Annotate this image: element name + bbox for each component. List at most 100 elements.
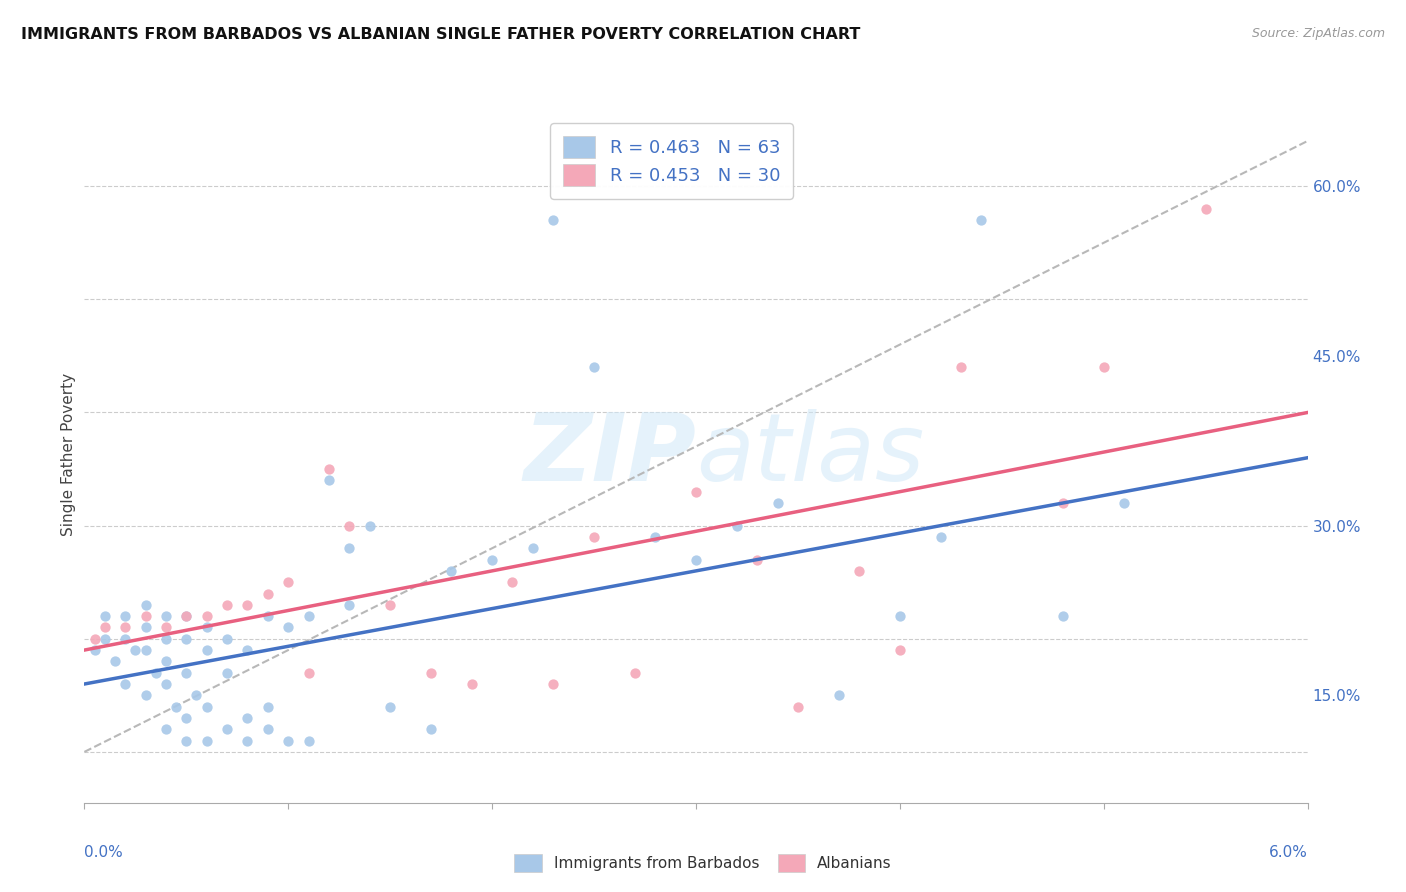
- Point: [828, 689, 851, 703]
- Point: [725, 518, 748, 533]
- Legend: Immigrants from Barbados, Albanians: Immigrants from Barbados, Albanians: [506, 846, 900, 880]
- Text: Source: ZipAtlas.com: Source: ZipAtlas.com: [1251, 27, 1385, 40]
- Point: [257, 723, 280, 737]
- Point: [195, 620, 218, 634]
- Point: [685, 484, 707, 499]
- Point: [83, 643, 105, 657]
- Point: [461, 677, 484, 691]
- Point: [176, 711, 198, 725]
- Point: [155, 632, 177, 646]
- Point: [277, 575, 299, 590]
- Point: [135, 643, 157, 657]
- Point: [685, 552, 707, 566]
- Point: [1195, 202, 1218, 216]
- Point: [522, 541, 544, 556]
- Point: [502, 575, 524, 590]
- Point: [889, 609, 911, 624]
- Point: [359, 518, 381, 533]
- Point: [195, 609, 218, 624]
- Point: [176, 609, 198, 624]
- Point: [257, 586, 280, 600]
- Point: [380, 598, 402, 612]
- Point: [114, 632, 136, 646]
- Point: [339, 518, 361, 533]
- Point: [176, 665, 198, 680]
- Point: [543, 213, 565, 227]
- Point: [93, 609, 117, 624]
- Point: [929, 530, 952, 544]
- Point: [1052, 609, 1074, 624]
- Point: [217, 723, 239, 737]
- Point: [1052, 496, 1074, 510]
- Point: [339, 598, 361, 612]
- Point: [186, 689, 208, 703]
- Point: [93, 620, 117, 634]
- Point: [257, 609, 280, 624]
- Point: [93, 632, 117, 646]
- Point: [195, 733, 218, 747]
- Point: [124, 643, 146, 657]
- Text: ZIP: ZIP: [523, 409, 696, 501]
- Point: [380, 699, 402, 714]
- Point: [165, 699, 187, 714]
- Point: [747, 552, 769, 566]
- Point: [583, 360, 606, 375]
- Point: [114, 609, 136, 624]
- Point: [298, 609, 321, 624]
- Point: [583, 530, 606, 544]
- Point: [420, 723, 443, 737]
- Point: [236, 733, 259, 747]
- Point: [176, 733, 198, 747]
- Text: 6.0%: 6.0%: [1268, 845, 1308, 860]
- Point: [176, 632, 198, 646]
- Point: [155, 620, 177, 634]
- Point: [277, 733, 299, 747]
- Point: [155, 723, 177, 737]
- Point: [145, 665, 167, 680]
- Point: [135, 689, 157, 703]
- Legend: R = 0.463   N = 63, R = 0.453   N = 30: R = 0.463 N = 63, R = 0.453 N = 30: [550, 123, 793, 199]
- Point: [176, 609, 198, 624]
- Point: [236, 711, 259, 725]
- Point: [766, 496, 789, 510]
- Point: [217, 632, 239, 646]
- Point: [217, 598, 239, 612]
- Point: [114, 620, 136, 634]
- Point: [543, 677, 565, 691]
- Text: IMMIGRANTS FROM BARBADOS VS ALBANIAN SINGLE FATHER POVERTY CORRELATION CHART: IMMIGRANTS FROM BARBADOS VS ALBANIAN SIN…: [21, 27, 860, 42]
- Point: [440, 564, 463, 578]
- Point: [889, 643, 911, 657]
- Point: [787, 699, 810, 714]
- Point: [155, 677, 177, 691]
- Point: [277, 620, 299, 634]
- Point: [83, 632, 105, 646]
- Point: [950, 360, 973, 375]
- Point: [970, 213, 993, 227]
- Text: atlas: atlas: [696, 409, 924, 500]
- Point: [236, 643, 259, 657]
- Point: [420, 665, 443, 680]
- Point: [1114, 496, 1136, 510]
- Point: [624, 665, 647, 680]
- Point: [318, 462, 340, 476]
- Point: [195, 699, 218, 714]
- Point: [298, 665, 321, 680]
- Point: [114, 677, 136, 691]
- Point: [481, 552, 503, 566]
- Point: [135, 598, 157, 612]
- Text: 0.0%: 0.0%: [84, 845, 124, 860]
- Point: [644, 530, 666, 544]
- Point: [1092, 360, 1115, 375]
- Point: [257, 699, 280, 714]
- Point: [217, 665, 239, 680]
- Y-axis label: Single Father Poverty: Single Father Poverty: [60, 374, 76, 536]
- Point: [135, 620, 157, 634]
- Point: [318, 474, 340, 488]
- Point: [339, 541, 361, 556]
- Point: [104, 654, 127, 668]
- Point: [236, 598, 259, 612]
- Point: [155, 654, 177, 668]
- Point: [195, 643, 218, 657]
- Point: [298, 733, 321, 747]
- Point: [848, 564, 870, 578]
